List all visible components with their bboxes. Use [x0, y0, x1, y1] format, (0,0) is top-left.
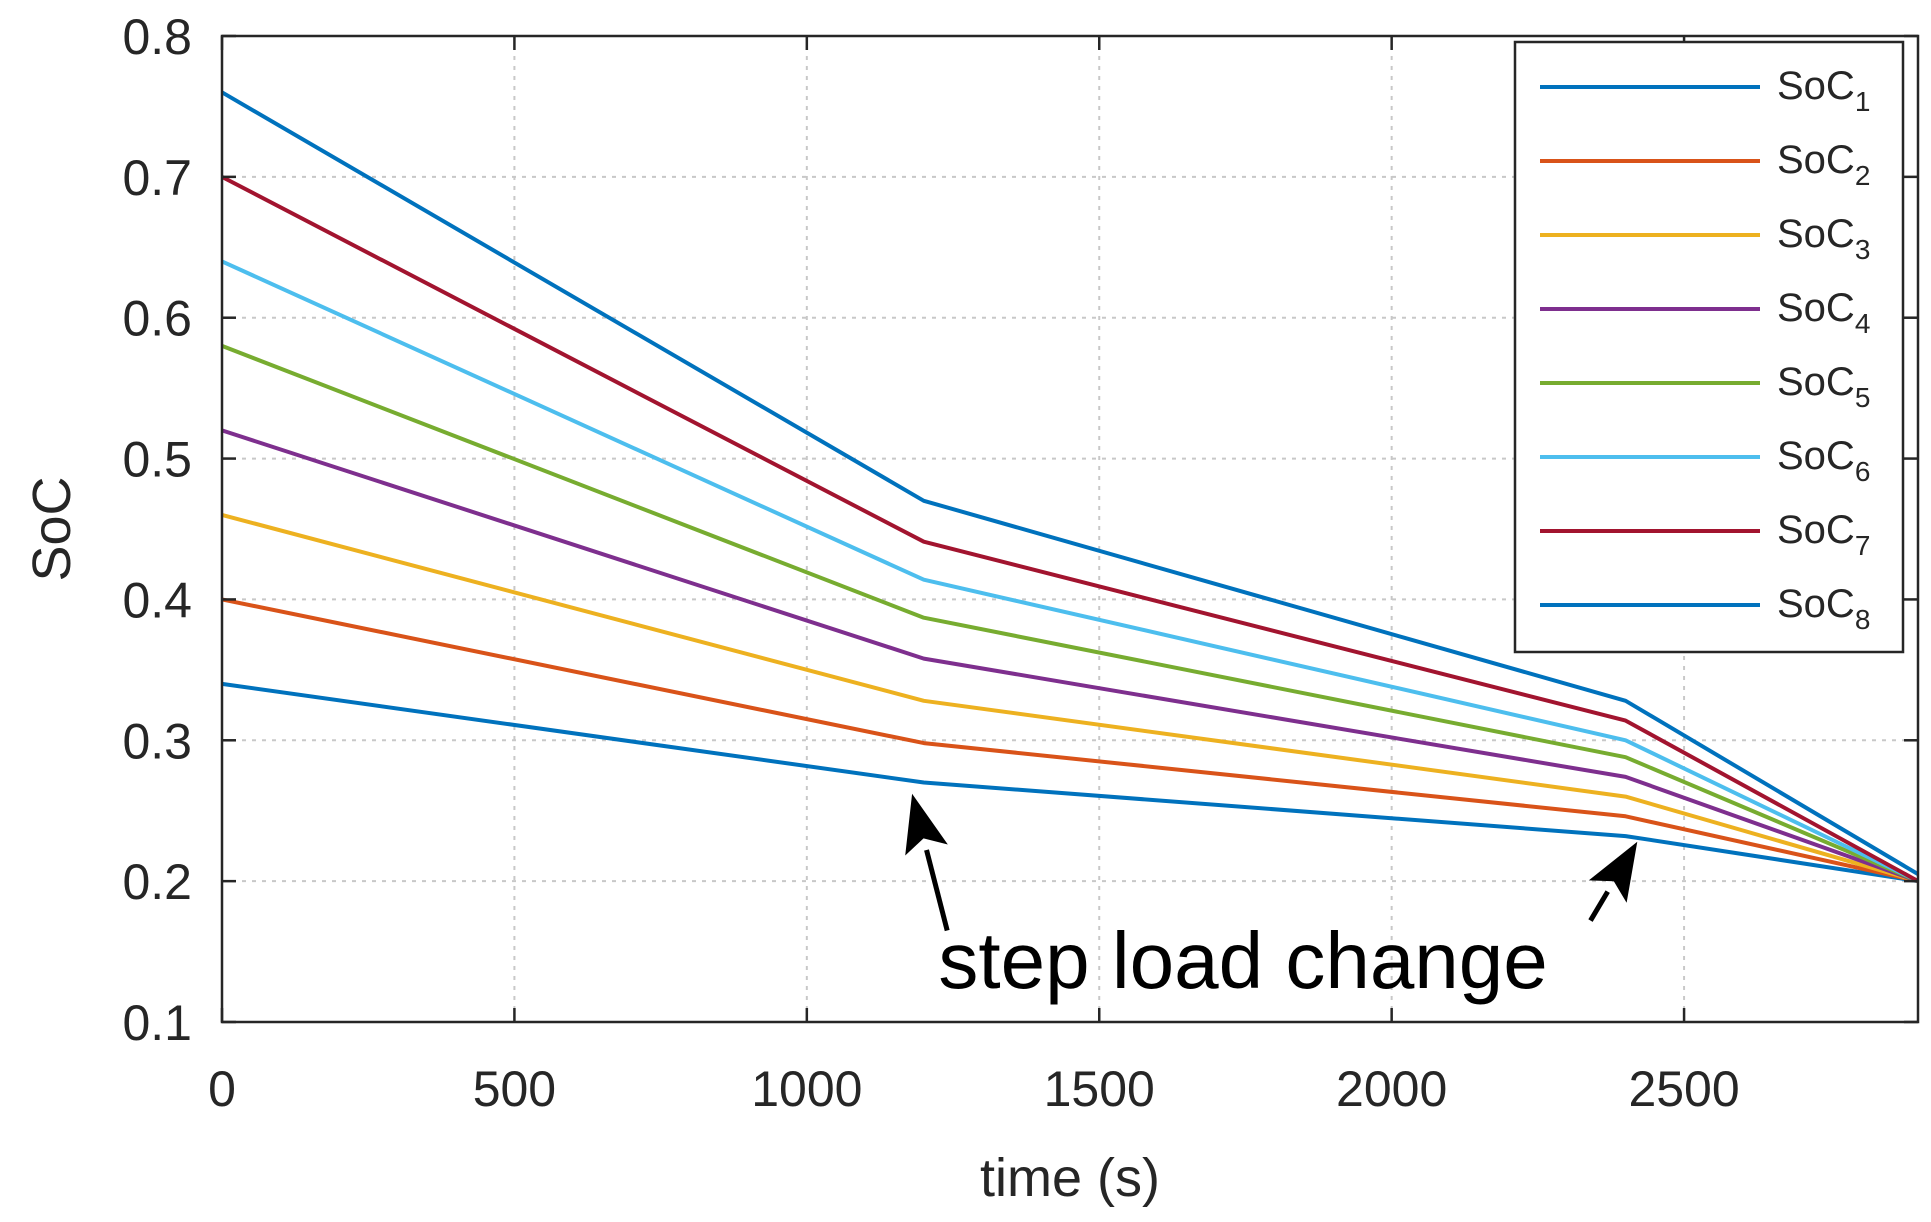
- x-axis-label: time (s): [980, 1148, 1160, 1208]
- x-tick-label: 0: [208, 1061, 236, 1117]
- series-line-5: [221, 344, 1919, 883]
- legend-label: SoC5: [1777, 360, 1870, 413]
- legend: SoC1 SoC2 SoC3 SoC4 SoC5 SoC6 SoC7 SoC8: [1513, 40, 1905, 654]
- plot-frame: [220, 34, 1920, 1024]
- annotation: step load change: [905, 793, 1638, 1005]
- series-line-6: [221, 259, 1919, 883]
- y-tick-label: 0.2: [122, 854, 192, 910]
- x-tick-label: 1500: [1044, 1061, 1155, 1117]
- annotation-arrow-shaft: [924, 849, 950, 932]
- legend-label: SoC7: [1777, 508, 1870, 561]
- series-line-8: [220, 90, 1920, 876]
- annotation-arrow-head: [1588, 841, 1638, 903]
- series-line-7: [221, 175, 1919, 883]
- series-line-1: [221, 681, 1919, 884]
- x-tick-label: 2000: [1336, 1061, 1447, 1117]
- y-tick-label: 0.5: [122, 432, 192, 488]
- series-line-3: [221, 512, 1919, 884]
- series-line-4: [221, 428, 1919, 883]
- x-tick-label: 500: [473, 1061, 556, 1117]
- x-tick-label: 2500: [1628, 1061, 1739, 1117]
- y-axis-label: SoC: [22, 476, 82, 581]
- annotation-arrow-head: [905, 793, 948, 856]
- legend-label: SoC3: [1777, 212, 1870, 265]
- annotation-text: step load change: [938, 916, 1547, 1005]
- legend-label: SoC6: [1777, 434, 1870, 487]
- legend-label: SoC8: [1777, 582, 1870, 635]
- x-tick-label: 1000: [751, 1061, 862, 1117]
- y-tick-label: 0.7: [122, 150, 192, 206]
- axis-ticks: 0 500 1000 1500 2000 2500 0.1 0.2 0.3 0.4 0.5 0.6 0.…: [122, 9, 1918, 1117]
- series-line-2: [221, 597, 1919, 884]
- legend-label: SoC4: [1777, 286, 1870, 339]
- data-series: [220, 90, 1920, 884]
- y-tick-label: 0.3: [122, 713, 192, 769]
- annotation-arrow-shaft: [1588, 890, 1610, 922]
- y-tick-label: 0.6: [122, 291, 192, 347]
- y-tick-label: 0.8: [122, 9, 192, 65]
- legend-box: [1513, 40, 1905, 654]
- y-tick-label: 0.4: [122, 572, 192, 628]
- y-tick-label: 0.1: [122, 995, 192, 1051]
- legend-label: SoC1: [1777, 64, 1870, 117]
- legend-label: SoC2: [1777, 138, 1870, 191]
